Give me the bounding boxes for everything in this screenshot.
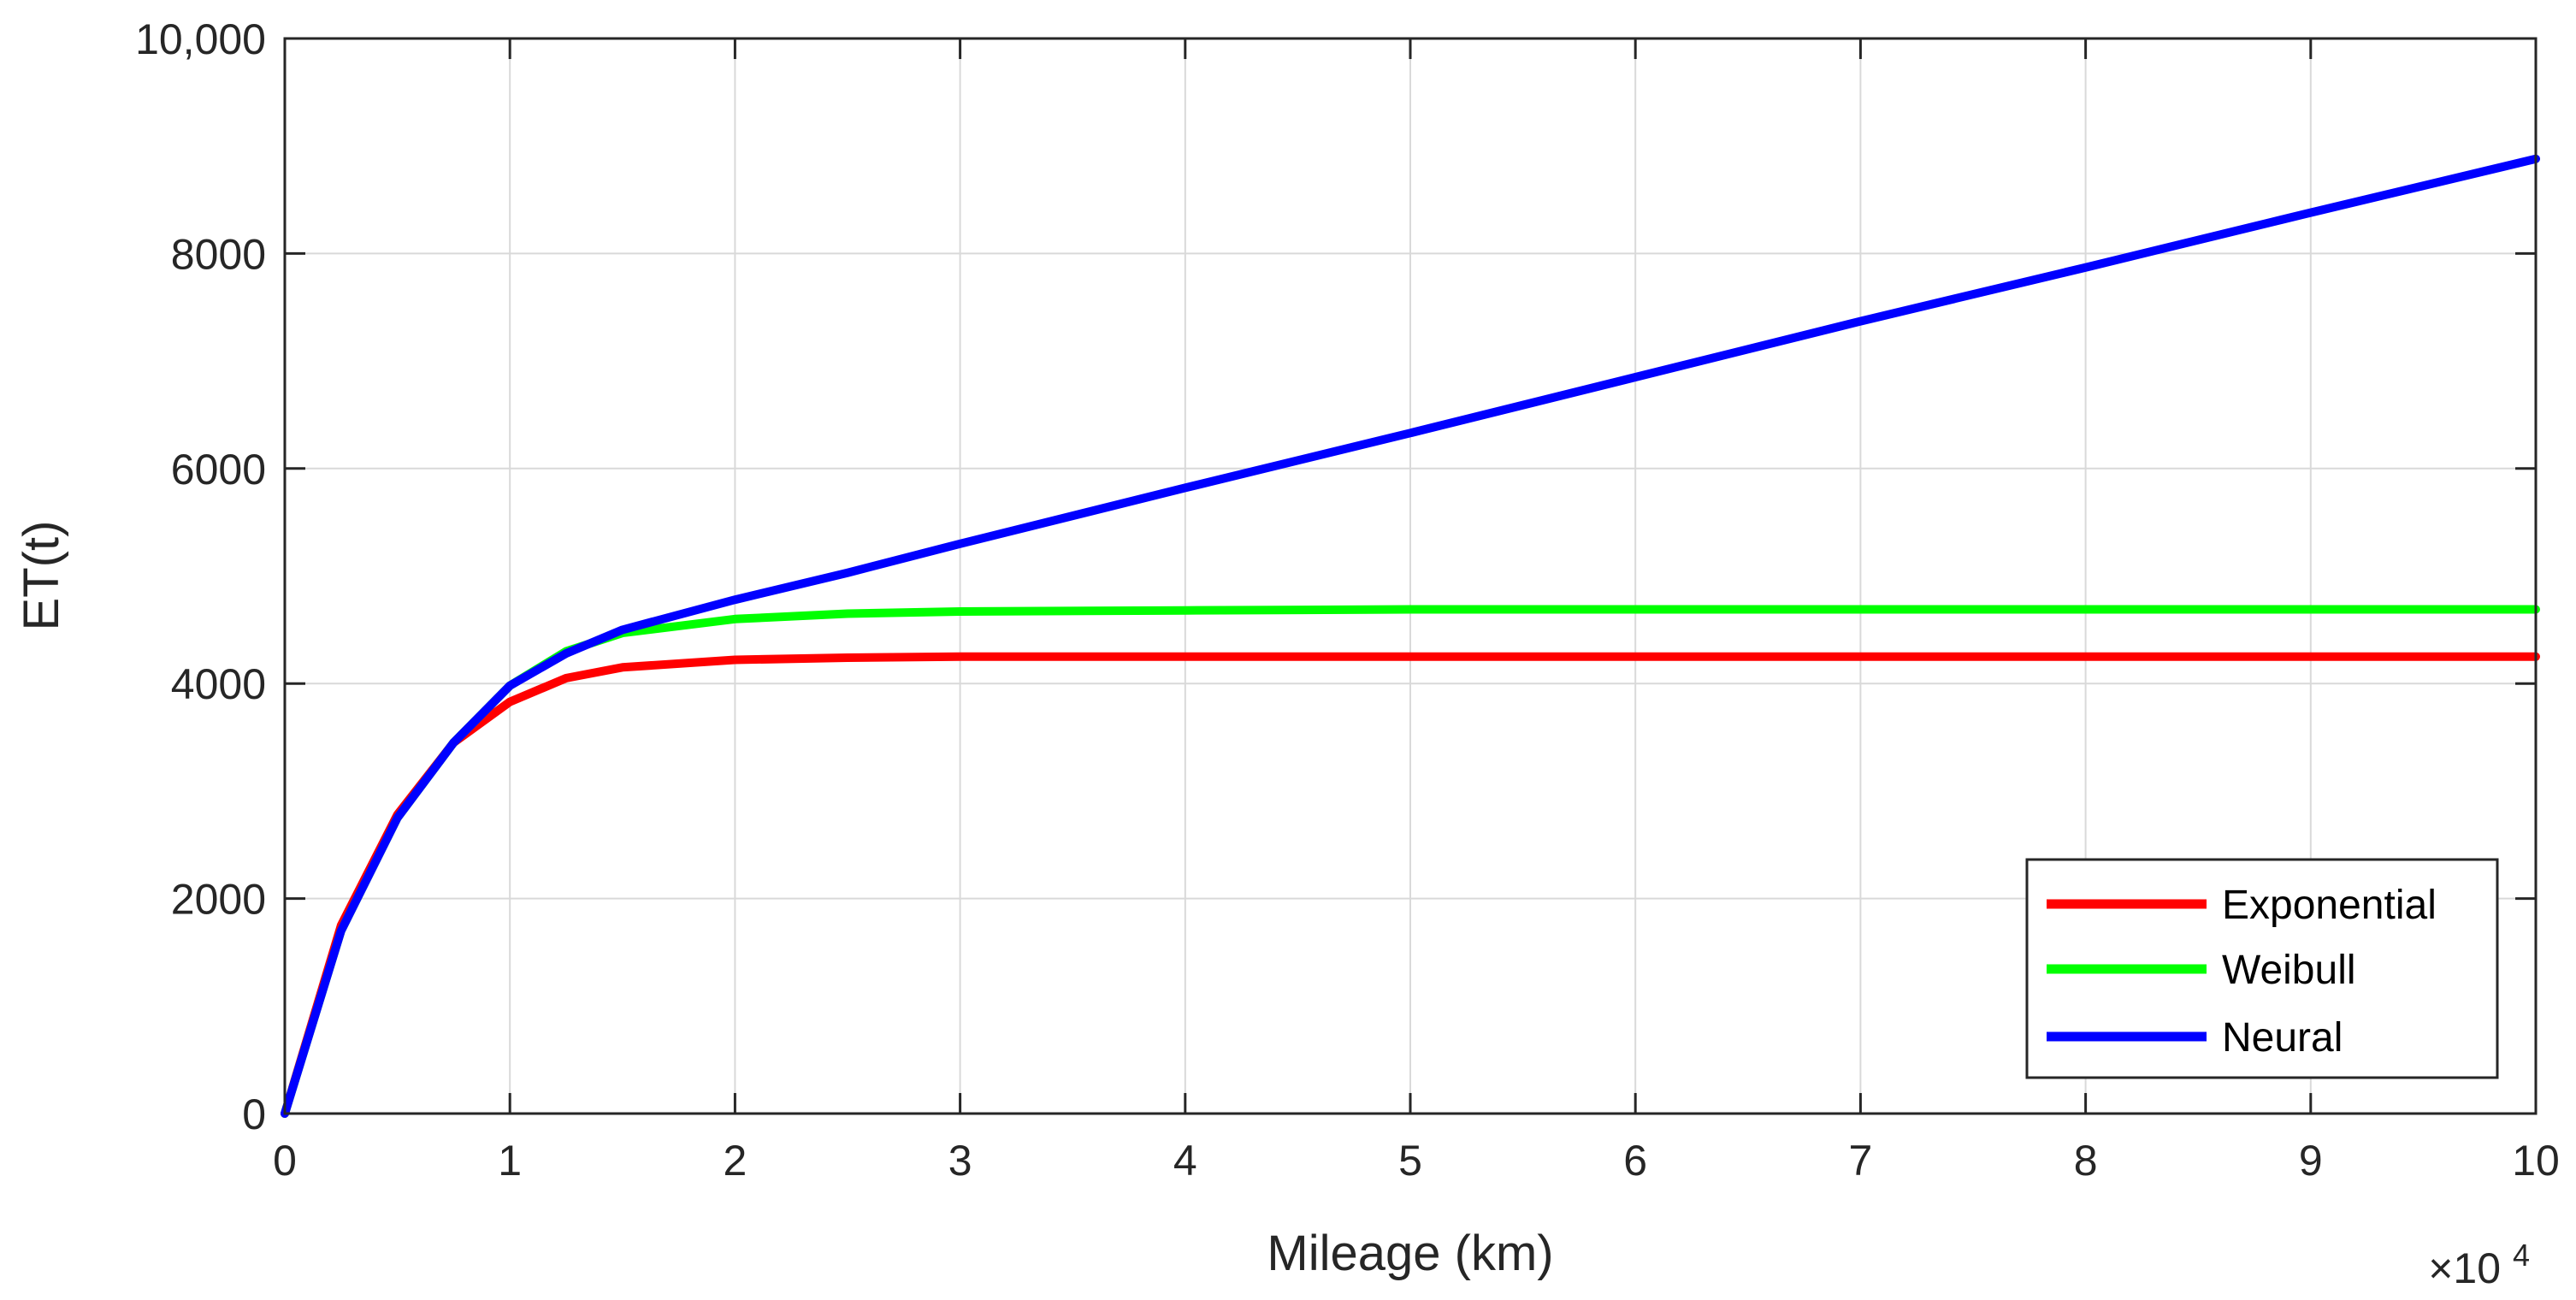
series-lines — [281, 154, 2540, 1118]
x-tick-labels: 0 1 2 3 4 5 6 7 8 9 10 — [273, 1137, 2560, 1185]
legend: Exponential Weibull Neural — [2025, 858, 2499, 1079]
x-tick-label: 5 — [1398, 1137, 1422, 1185]
x-tick-label: 10 — [2512, 1137, 2560, 1185]
y-tick-label: 6000 — [171, 446, 266, 493]
x-multiplier-exponent: 4 — [2513, 1238, 2530, 1273]
legend-label-neural: Neural — [2222, 1015, 2343, 1061]
y-tick-label: 4000 — [171, 660, 266, 708]
x-tick-label: 4 — [1173, 1137, 1197, 1185]
series-line-neural — [281, 154, 2540, 1118]
y-tick-label: 2000 — [171, 876, 266, 924]
y-tick-label: 10,000 — [135, 15, 266, 63]
y-tick-labels: 0 2000 4000 6000 8000 10,000 — [135, 15, 266, 1138]
x-tick-label: 6 — [1623, 1137, 1647, 1185]
x-tick-label: 9 — [2299, 1137, 2323, 1185]
x-tick-label: 0 — [273, 1137, 297, 1185]
legend-label-exponential: Exponential — [2222, 883, 2437, 928]
x-tick-label: 3 — [948, 1137, 972, 1185]
y-tick-label: 8000 — [171, 230, 266, 278]
x-multiplier-label: ×10 4 — [2428, 1238, 2530, 1292]
x-tick-label: 1 — [498, 1137, 522, 1185]
x-tick-label: 7 — [1848, 1137, 1872, 1185]
x-axis-title: Mileage (km) — [1267, 1226, 1553, 1281]
axis-ticks — [283, 37, 2538, 1115]
x-multiplier-base: ×10 — [2428, 1244, 2501, 1292]
y-tick-label: 0 — [242, 1090, 266, 1138]
x-tick-label: 8 — [2074, 1137, 2098, 1185]
legend-label-weibull: Weibull — [2222, 948, 2356, 993]
x-tick-label: 2 — [723, 1137, 747, 1185]
y-axis-title: ET(t) — [14, 521, 69, 631]
